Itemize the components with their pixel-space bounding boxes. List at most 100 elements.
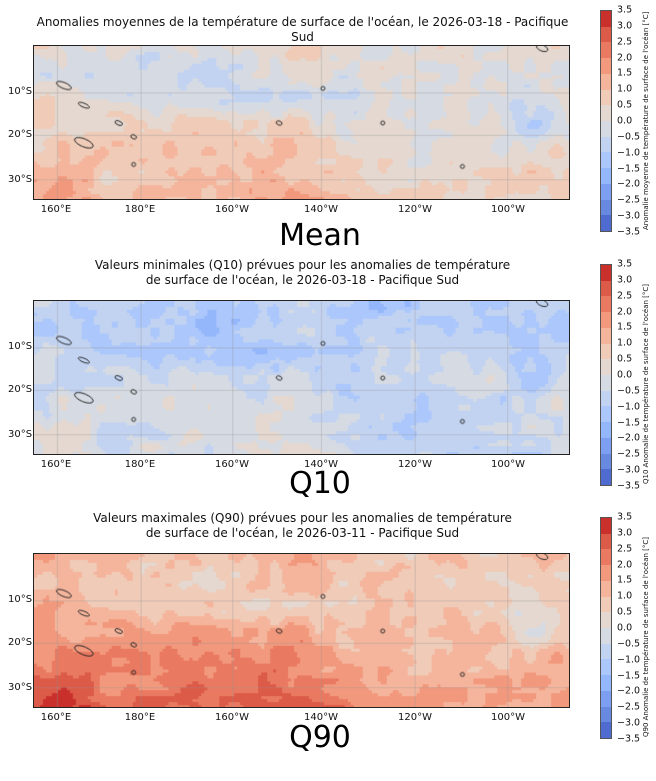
colorbar-tick: −2.0 [617,178,641,190]
colorbar-tick: 0.5 [617,99,633,111]
colorbar-tick: 1.5 [617,321,633,333]
colorbar-tick: −1.0 [617,147,641,159]
colorbar-tick: 3.0 [617,20,633,32]
colorbar-bin [601,469,611,486]
colorbar-bin [601,58,611,74]
colorbar-bin [601,722,611,739]
colorbar-bin [601,136,611,153]
colorbar-tick: −2.5 [617,448,641,460]
colorbar-bin [601,375,611,391]
y-tick-label: 10°S [8,86,33,97]
x-tick-label: 180°E [124,459,156,470]
colorbar-bin [601,265,611,281]
colorbar-bin [601,11,611,27]
colorbar-tick: 0.5 [617,353,633,365]
x-tick-label: 100°W [491,712,525,723]
map-title: de surface de l'océan, le 2026-03-18 - P… [145,273,460,287]
x-tick-label: 160°E [40,459,72,470]
colorbar [600,517,612,739]
colorbar-tick: −1.5 [617,670,641,682]
x-tick-label: 100°W [491,204,525,215]
colorbar-tick: 3.5 [617,4,633,16]
colorbar-bin [601,199,611,216]
colorbar-bin [601,596,611,613]
colorbar-bin [601,612,611,629]
panel-label: Q10 [289,466,351,501]
x-tick-label: 160°W [215,459,249,470]
colorbar-tick: 1.0 [617,83,633,95]
map-mean[interactable] [33,45,570,200]
colorbar-bin [601,42,611,59]
colorbar-tick: 2.5 [617,36,633,48]
colorbar-tick: 2.5 [617,290,633,302]
colorbar-bin [601,168,611,184]
colorbar-tick: 0.0 [617,622,633,634]
x-tick-label: 160°E [40,712,72,723]
x-tick-label: 140°W [304,712,338,723]
colorbar-bin [601,121,611,137]
colorbar-tick: −3.5 [617,480,641,492]
colorbar-tick: 3.5 [617,258,633,270]
colorbar-tick: −1.0 [617,401,641,413]
colorbar-bin [601,690,611,707]
colorbar-bin [601,437,611,454]
colorbar-tick: 1.0 [617,590,633,602]
map-q10[interactable] [33,300,570,455]
x-tick-label: 160°W [215,204,249,215]
map-title: Valeurs minimales (Q10) prévues pour les… [94,258,511,272]
anomaly-field [34,46,569,199]
colorbar-bin [601,675,611,691]
colorbar-bin [601,343,611,360]
anomaly-field [34,554,569,707]
x-tick-label: 100°W [491,459,525,470]
colorbar-bin [601,280,611,297]
colorbar-tick: 3.5 [617,511,633,523]
colorbar-tick: 1.5 [617,574,633,586]
panel-label: Mean [279,218,361,253]
colorbar-bin [601,659,611,676]
colorbar-bin [601,706,611,723]
colorbar-tick: −3.5 [617,226,641,238]
y-tick-label: 10°S [8,341,33,352]
x-tick-label: 180°E [124,712,156,723]
x-tick-label: 120°W [398,459,432,470]
x-tick-label: 140°W [304,204,338,215]
colorbar-tick: 2.5 [617,543,633,555]
anomaly-field [34,301,569,454]
colorbar-bin [601,580,611,597]
colorbar-tick: −1.0 [617,654,641,666]
colorbar-bin [601,643,611,660]
y-tick-label: 30°S [8,429,33,440]
colorbar-tick: 0.5 [617,606,633,618]
colorbar-bin [601,406,611,423]
colorbar-tick: 0.0 [617,115,633,127]
colorbar-tick: −1.5 [617,417,641,429]
map-title: Valeurs maximales (Q90) prévues pour les… [93,511,512,525]
colorbar [600,10,612,232]
map-q90[interactable] [33,553,570,708]
x-tick-label: 140°W [304,459,338,470]
colorbar-tick: −0.5 [617,385,641,397]
colorbar-bin [601,296,611,313]
y-tick-label: 20°S [8,129,33,140]
colorbar-bin [601,628,611,644]
x-tick-label: 160°E [40,204,72,215]
colorbar-tick: −3.0 [617,717,641,729]
colorbar-bin [601,26,611,43]
x-tick-label: 160°W [215,712,249,723]
colorbar-bin [601,533,611,550]
colorbar-tick: −3.0 [617,210,641,222]
colorbar-tick: 1.0 [617,337,633,349]
colorbar-tick: 3.0 [617,274,633,286]
colorbar [600,264,612,486]
colorbar-tick: −2.0 [617,685,641,697]
colorbar-tick: −0.5 [617,638,641,650]
panel-label: Q90 [289,720,351,755]
y-tick-label: 30°S [8,174,33,185]
colorbar-bin [601,390,611,407]
colorbar-label: Q10 Anomalie de température de surface d… [642,283,650,484]
x-tick-label: 180°E [124,204,156,215]
colorbar-tick: −3.0 [617,464,641,476]
map-title: de surface de l'océan, le 2026-03-11 - P… [145,526,460,540]
